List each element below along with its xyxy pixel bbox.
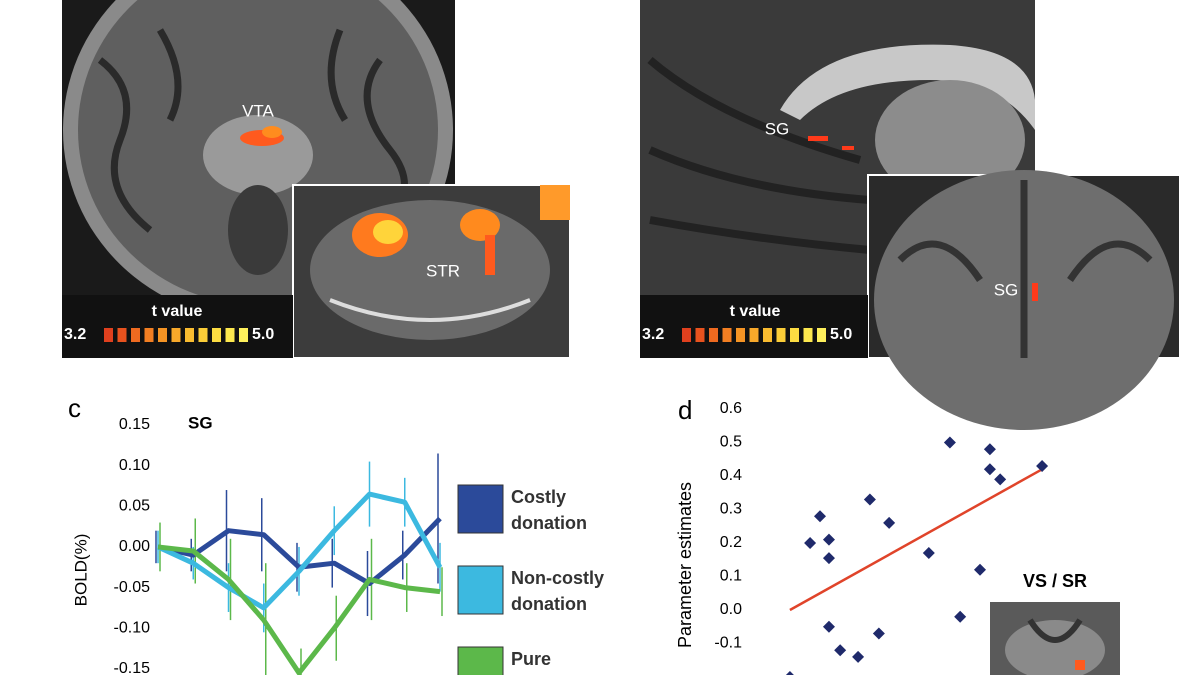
scale-swatch [158, 328, 167, 342]
scale-min: 3.2 [64, 326, 86, 343]
data-point [804, 537, 817, 549]
scale-title: t value [730, 303, 781, 320]
inset-vs-sr [990, 602, 1120, 675]
data-point [872, 627, 885, 640]
y-axis-label: Parameter estimates [675, 482, 695, 648]
legend-line: donation [511, 594, 587, 614]
scale-swatch [225, 328, 235, 342]
legend-swatch [457, 484, 504, 534]
data-point [983, 443, 996, 456]
scale-swatch [198, 328, 208, 342]
y-tick-label: 0.3 [720, 501, 742, 518]
scale-swatch [695, 328, 705, 342]
brain-image-right [640, 0, 1035, 295]
y-tick-label: 0.15 [119, 416, 150, 433]
data-point [943, 436, 956, 449]
scale-swatch [749, 328, 759, 342]
data-point [822, 533, 835, 546]
y-tick-label: -0.05 [114, 579, 151, 596]
data-point [822, 552, 835, 565]
series-line [157, 544, 441, 675]
scale-title: t value [152, 303, 203, 320]
series-line [157, 516, 442, 587]
y-tick-label: 0.1 [720, 568, 742, 585]
y-tick-label: 0.2 [720, 534, 742, 551]
scale-box [62, 295, 293, 358]
data-point [883, 516, 896, 529]
brain-image-left [62, 0, 455, 320]
data-point [954, 610, 967, 623]
series-line [156, 491, 443, 611]
y-tick-label: -0.1 [714, 635, 742, 652]
legend-swatch [457, 565, 504, 615]
panel-letter: c [68, 393, 81, 423]
scale-swatch [776, 328, 786, 342]
scale-swatch [722, 328, 732, 342]
y-axis-label: BOLD(%) [71, 534, 90, 607]
data-point [863, 493, 876, 506]
region-label: VTA [242, 101, 274, 120]
brain-inset-sg [867, 170, 1181, 430]
region-label: SG [994, 280, 1019, 299]
scale-min: 3.2 [642, 326, 664, 343]
scale-swatch [171, 328, 181, 342]
scale-swatch [709, 328, 718, 342]
y-tick-label: 0.00 [119, 538, 150, 555]
scale-box [640, 295, 868, 358]
data-point [785, 671, 794, 675]
scale-swatch [803, 328, 813, 342]
data-point [983, 463, 996, 476]
scale-swatch [117, 328, 127, 342]
y-tick-label: 0.5 [720, 434, 742, 451]
legend-label: Costly donation [511, 487, 587, 533]
data-point [834, 644, 847, 657]
scale-swatch [144, 328, 154, 342]
scale-swatch [682, 328, 691, 342]
data-point [994, 473, 1007, 486]
data-point [814, 510, 826, 523]
data-point [974, 563, 986, 576]
data-point [1036, 459, 1049, 472]
y-tick-label: -0.10 [114, 619, 151, 636]
chart-title: SG [188, 413, 213, 432]
legend-line: Non-costly [511, 568, 604, 588]
y-tick-label: 0.10 [119, 457, 150, 474]
scale-swatch [736, 328, 745, 342]
legend-line: donation [511, 513, 587, 533]
inset-label: VS / SR [1023, 571, 1087, 591]
data-point [852, 650, 865, 663]
y-tick-label: 0.6 [720, 400, 742, 417]
y-tick-label: 0.05 [119, 498, 150, 515]
y-tick-label: 0.0 [720, 601, 742, 618]
scale-max: 5.0 [252, 326, 274, 343]
region-label: SG [765, 119, 790, 138]
legend-swatch [457, 646, 504, 675]
scale-swatch [790, 328, 799, 342]
scale-swatch [239, 328, 248, 342]
data-point [922, 547, 935, 560]
legend-line: Costly [511, 487, 566, 507]
scale-swatch [763, 328, 772, 342]
y-tick-label: 0.4 [720, 467, 742, 484]
legend-line: Pure [511, 649, 551, 669]
scale-swatch [185, 328, 194, 342]
scale-swatch [104, 328, 113, 342]
fit-line [789, 468, 1043, 612]
scale-max: 5.0 [830, 326, 852, 343]
brain-inset-str [292, 184, 571, 359]
data-point [822, 620, 835, 633]
scale-swatch [131, 328, 140, 342]
panel-letter: d [678, 395, 692, 425]
scale-swatch [817, 328, 826, 342]
region-label: STR [426, 261, 460, 280]
legend-label: Non-costly donation [511, 568, 604, 614]
scale-swatch [212, 328, 221, 342]
y-tick-label: -0.15 [114, 660, 151, 675]
